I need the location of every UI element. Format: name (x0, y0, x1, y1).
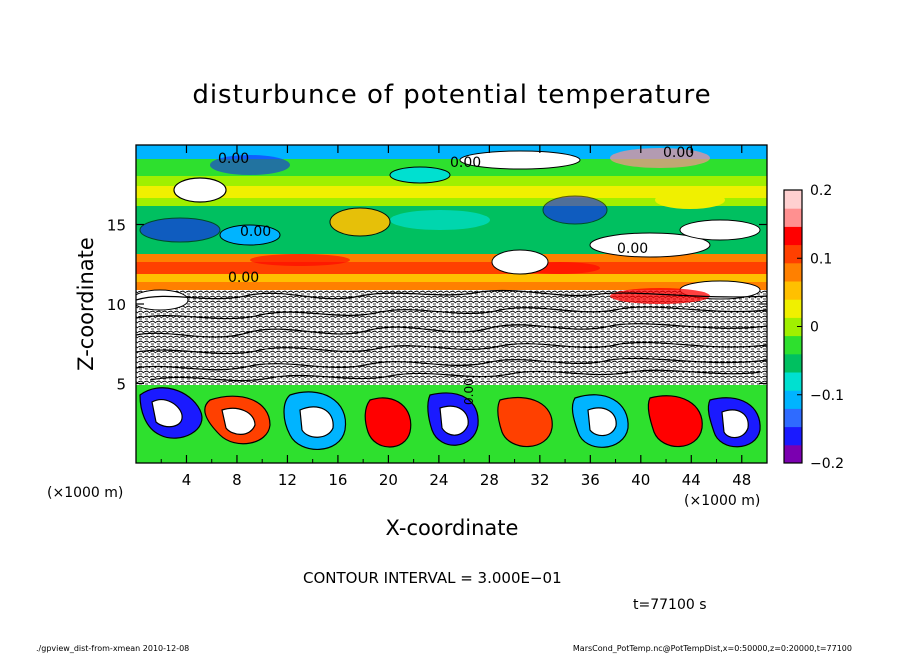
contour-label: 0.00 (228, 270, 259, 286)
x-tick-label: 4 (182, 471, 192, 489)
colorbar-swatch (784, 262, 802, 282)
contour-interval: CONTOUR INTERVAL = 3.000E−01 (303, 569, 562, 587)
x-unit-left: (×1000 m) (47, 485, 123, 501)
x-tick-label: 48 (732, 471, 751, 489)
chart-title: disturbunce of potential temperature (192, 80, 711, 110)
colorbar-swatch (784, 335, 802, 355)
x-tick-label: 36 (581, 471, 600, 489)
x-tick-label: 32 (530, 471, 549, 489)
x-tick-label: 28 (480, 471, 499, 489)
y-tick-label: 10 (107, 296, 126, 314)
footer-left: ./gpview_dist-from-xmean 2010-12-08 (36, 644, 189, 653)
x-tick-label: 40 (631, 471, 650, 489)
colorbar-swatch (784, 317, 802, 337)
colorbar-swatch (784, 190, 802, 209)
colorbar-swatch (784, 299, 802, 318)
time-label: t=77100 s (633, 597, 707, 613)
contour-label: 0.00 (450, 155, 481, 171)
x-tick-label: 8 (232, 471, 242, 489)
contour-label: 0.00 (617, 241, 648, 257)
colorbar-swatch (784, 372, 802, 391)
x-tick-label: 16 (328, 471, 347, 489)
x-unit-right: (×1000 m) (684, 493, 760, 509)
colorbar-swatch (784, 226, 802, 246)
contour-label: 0.00 (240, 224, 271, 240)
plot-field (136, 145, 767, 463)
x-tick-label: 12 (278, 471, 297, 489)
contour-label: 0.00 (663, 145, 694, 161)
colorbar-swatch (784, 244, 802, 264)
x-axis: 4 8 12 16 20 24 28 32 36 40 44 48 (160, 145, 751, 489)
colorbar-swatch (784, 390, 802, 409)
colorbar-tick-label: 0 (810, 320, 819, 336)
colorbar-swatch (784, 353, 802, 373)
x-tick-label: 44 (682, 471, 701, 489)
colorbar-swatch (784, 208, 802, 227)
colorbar-tick-label: −0.1 (810, 388, 844, 404)
x-tick-label: 20 (379, 471, 398, 489)
x-axis-label: X-coordinate (386, 516, 519, 540)
x-tick-label: 24 (429, 471, 448, 489)
colorbar-swatch (784, 444, 802, 464)
y-tick-label: 5 (116, 376, 126, 394)
contour-labels: 0.00 0.00 0.00 0.00 0.00 0.00 0.00 (218, 145, 694, 405)
contour-label: 0.00 (218, 151, 249, 167)
colorbar-tick-label: −0.2 (810, 456, 844, 472)
footer-right: MarsCond_PotTemp.nc@PotTempDist,x=0:5000… (573, 644, 852, 653)
y-axis: 5 10 15 (107, 217, 767, 394)
colorbar: 0.2 0.1 0 −0.1 −0.2 (783, 183, 844, 472)
colorbar-swatch (784, 426, 802, 446)
contour-label: 0.00 (462, 378, 476, 405)
y-tick-label: 15 (107, 217, 126, 235)
colorbar-swatch (784, 408, 802, 428)
colorbar-tick-label: 0.2 (810, 183, 832, 199)
colorbar-tick-label: 0.1 (810, 251, 832, 267)
colorbar-swatch (784, 281, 802, 300)
y-axis-label: Z-coordinate (74, 237, 98, 371)
